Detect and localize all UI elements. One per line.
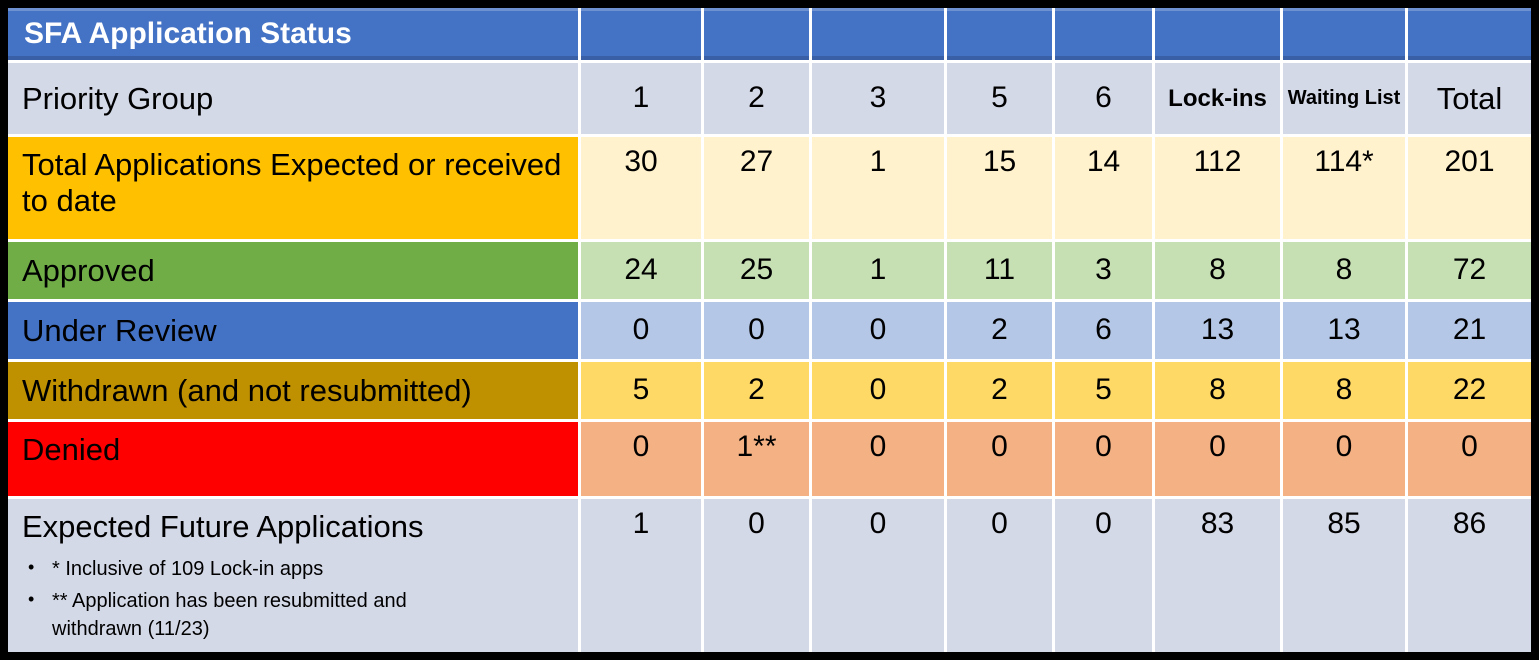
value-cell: 0: [1283, 422, 1405, 496]
priority-group-header: Priority Group: [8, 63, 578, 134]
header-spacer-cell: [1155, 8, 1280, 60]
value-cell: 0: [812, 302, 944, 359]
value-cell: 0: [812, 422, 944, 496]
value-cell: 0: [581, 302, 701, 359]
value-cell: 0: [581, 422, 701, 496]
value-cell: 0: [1055, 422, 1152, 496]
value-cell: 1**: [704, 422, 809, 496]
value-cell: 2: [947, 362, 1052, 419]
value-cell: 8: [1155, 242, 1280, 299]
row-label-under-review: Under Review: [8, 302, 578, 359]
value-cell: 22: [1408, 362, 1531, 419]
value-cell: 114*: [1283, 137, 1405, 239]
value-cell: 1: [812, 242, 944, 299]
value-cell: 6: [1055, 302, 1152, 359]
row-label-approved: Approved: [8, 242, 578, 299]
value-cell: 0: [704, 499, 809, 652]
value-cell: 2: [947, 302, 1052, 359]
column-header-total: Total: [1408, 63, 1531, 134]
value-cell: 0: [947, 499, 1052, 652]
value-cell: 15: [947, 137, 1052, 239]
header-spacer-cell: [812, 8, 944, 60]
header-spacer-cell: [1283, 8, 1405, 60]
value-cell: 8: [1155, 362, 1280, 419]
column-header-lock-ins: Lock-ins: [1155, 63, 1280, 134]
sfa-status-table: SFA Application Status Priority Group 1 …: [8, 8, 1531, 652]
footnote-item: ** Application has been resubmitted and …: [22, 587, 497, 643]
value-cell: 25: [704, 242, 809, 299]
value-cell: 1: [581, 499, 701, 652]
value-cell: 11: [947, 242, 1052, 299]
value-cell: 8: [1283, 242, 1405, 299]
row-label-denied: Denied: [8, 422, 578, 496]
value-cell: 0: [812, 499, 944, 652]
value-cell: 8: [1283, 362, 1405, 419]
row-label-expected-future: Expected Future Applications * Inclusive…: [8, 499, 578, 652]
value-cell: 86: [1408, 499, 1531, 652]
header-spacer-cell: [581, 8, 701, 60]
header-spacer-cell: [947, 8, 1052, 60]
value-cell: 1: [812, 137, 944, 239]
value-cell: 30: [581, 137, 701, 239]
column-header-waiting-list: Waiting List: [1283, 63, 1405, 134]
value-cell: 201: [1408, 137, 1531, 239]
column-header-3: 3: [812, 63, 944, 134]
value-cell: 2: [704, 362, 809, 419]
header-spacer-cell: [1055, 8, 1152, 60]
column-header-1: 1: [581, 63, 701, 134]
value-cell: 3: [1055, 242, 1152, 299]
column-header-5: 5: [947, 63, 1052, 134]
value-cell: 0: [704, 302, 809, 359]
value-cell: 5: [1055, 362, 1152, 419]
table-title: SFA Application Status: [8, 8, 578, 60]
value-cell: 0: [1055, 499, 1152, 652]
row-label-withdrawn: Withdrawn (and not resubmitted): [8, 362, 578, 419]
value-cell: 0: [1408, 422, 1531, 496]
value-cell: 24: [581, 242, 701, 299]
header-spacer-cell: [704, 8, 809, 60]
value-cell: 27: [704, 137, 809, 239]
value-cell: 0: [812, 362, 944, 419]
value-cell: 0: [947, 422, 1052, 496]
footnotes-list: * Inclusive of 109 Lock-in apps ** Appli…: [22, 555, 568, 643]
value-cell: 14: [1055, 137, 1152, 239]
value-cell: 5: [581, 362, 701, 419]
footnote-item: * Inclusive of 109 Lock-in apps: [22, 555, 568, 583]
value-cell: 13: [1283, 302, 1405, 359]
value-cell: 21: [1408, 302, 1531, 359]
value-cell: 83: [1155, 499, 1280, 652]
value-cell: 72: [1408, 242, 1531, 299]
column-header-6: 6: [1055, 63, 1152, 134]
column-header-2: 2: [704, 63, 809, 134]
value-cell: 0: [1155, 422, 1280, 496]
value-cell: 85: [1283, 499, 1405, 652]
row-label-total-applications: Total Applications Expected or received …: [8, 137, 578, 239]
header-spacer-cell: [1408, 8, 1531, 60]
value-cell: 112: [1155, 137, 1280, 239]
expected-future-label: Expected Future Applications: [22, 509, 424, 544]
value-cell: 13: [1155, 302, 1280, 359]
